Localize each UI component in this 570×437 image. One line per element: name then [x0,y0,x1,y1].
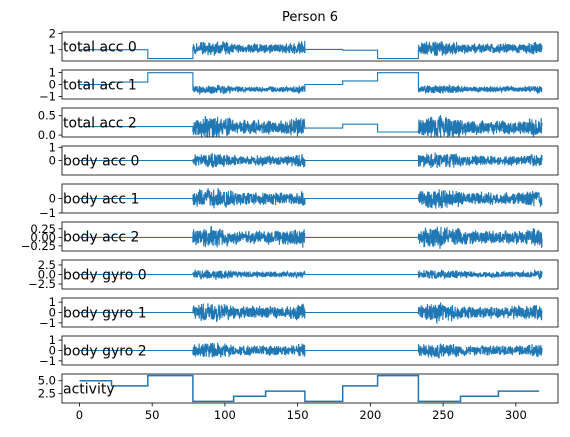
panel-label: body gyro 0 [63,268,147,284]
series-2 [79,115,543,137]
ytick-label: 0.5 [38,109,56,123]
xtick-label: 0 [76,408,83,422]
series-9 [79,374,540,403]
series-1 [79,72,543,96]
panel-label: total acc 1 [63,78,137,94]
subplot-8: −101 body gyro 2 [39,333,559,368]
subplot-7: −101 body gyro 1 [39,295,559,330]
subplot-4: −10 body acc 1 [39,183,559,220]
xtick-label: 200 [359,408,381,422]
ytick-label: 2.5 [38,258,56,272]
ytick-label: 0 [49,344,56,358]
panel-label: body gyro 2 [63,344,147,360]
subplot-9: 2.55.0 activity 0 50 100 150 200 250 300 [38,373,559,422]
panel-label: body gyro 1 [63,306,147,322]
ytick-label: −0.25 [21,239,56,253]
axes-frame [61,31,559,62]
ytick-label: 2.5 [38,387,56,401]
xtick-label: 250 [432,408,454,422]
ytick-label: −1 [39,316,56,330]
ytick-label: −1 [39,90,56,104]
ytick-label: 1 [49,140,56,154]
signal-line [79,342,543,359]
ytick-label: 1 [49,43,56,57]
ytick-label: 0.0 [38,128,56,142]
series-8 [79,342,543,359]
subplot-0: 1 2 total acc 0 [49,27,559,62]
ytick-label: 0.00 [30,230,56,244]
signal-line [79,188,543,209]
signal-line [79,269,543,280]
series-6 [79,269,543,280]
series-4 [79,188,543,209]
series-0 [79,40,543,60]
ytick-label: 0.0 [38,268,56,282]
xtick-label: 150 [287,408,309,422]
ytick-label: 0 [49,306,56,320]
panel-label: body acc 2 [63,230,139,246]
subplot-3: 01 body acc 0 [49,140,559,176]
ytick-label: 1 [49,295,56,309]
subplot-5: −0.250.000.25 body acc 2 [21,221,559,253]
xtick-label: 100 [214,408,236,422]
xtick-label: 300 [505,408,527,422]
ytick-label: 0 [49,192,56,206]
subplot-2: 0.0 0.5 total acc 2 [38,107,559,142]
series-7 [79,302,543,325]
signal-line [79,152,543,169]
signal-line [79,115,543,137]
subplot-6: −2.50.02.5 body gyro 0 [28,258,559,291]
panel-label: body acc 1 [63,192,139,208]
series-3 [79,152,543,169]
panel-label: activity [63,382,115,398]
panel-label: total acc 2 [63,116,137,132]
ytick-label: 1 [49,333,56,347]
axes-frame [61,107,559,138]
panel-label: total acc 0 [63,40,137,56]
ytick-label: 0 [49,154,56,168]
ytick-label: 1 [49,65,56,79]
signal-line [79,225,543,249]
ytick-label: −2.5 [28,277,56,291]
ytick-label: 2 [49,27,56,41]
ytick-label: 5.0 [38,374,56,388]
activity-line [79,374,540,403]
ytick-label: 0 [49,78,56,92]
panel-label: body acc 0 [63,154,139,170]
subplot-1: −101 total acc 1 [39,65,559,104]
axes-frame [61,373,559,404]
series-5 [79,225,543,249]
signal-line [79,40,543,60]
ytick-label: −1 [39,206,56,220]
figure-title: Person 6 [282,10,338,25]
signal-line [79,302,543,325]
ytick-label: −1 [39,354,56,368]
axes-frame [61,221,559,252]
ytick-label: 0.25 [30,222,56,236]
xtick-label: 50 [145,408,160,422]
signal-line [79,72,543,96]
